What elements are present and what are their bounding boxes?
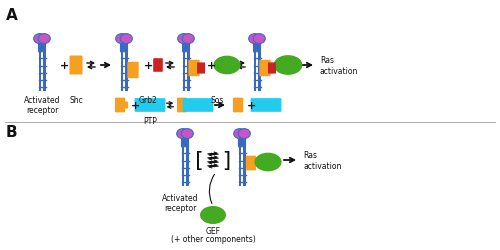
Bar: [182, 52, 185, 92]
Ellipse shape: [274, 56, 302, 76]
Text: Activated
receptor: Activated receptor: [162, 193, 198, 212]
Ellipse shape: [248, 34, 261, 44]
Bar: [253, 37, 261, 42]
FancyBboxPatch shape: [70, 56, 82, 75]
FancyBboxPatch shape: [134, 99, 166, 112]
FancyBboxPatch shape: [153, 59, 163, 72]
Text: +: +: [130, 100, 140, 110]
Text: A: A: [6, 8, 18, 23]
Bar: [125, 52, 128, 92]
FancyBboxPatch shape: [128, 62, 138, 79]
Text: Ras
activation: Ras activation: [320, 56, 358, 76]
Ellipse shape: [34, 34, 46, 44]
FancyBboxPatch shape: [177, 98, 187, 113]
Bar: [38, 52, 41, 92]
Text: +: +: [246, 100, 256, 110]
FancyBboxPatch shape: [250, 99, 282, 112]
Ellipse shape: [120, 34, 132, 44]
Text: PTP: PTP: [143, 116, 157, 126]
Text: +: +: [208, 61, 216, 71]
Bar: [254, 52, 256, 92]
Bar: [238, 131, 246, 137]
Bar: [181, 131, 189, 137]
Text: [: [: [192, 150, 205, 170]
Bar: [243, 146, 246, 186]
Ellipse shape: [116, 34, 128, 44]
Bar: [38, 37, 46, 42]
Bar: [120, 37, 128, 42]
Text: Shc: Shc: [69, 96, 83, 104]
Ellipse shape: [254, 153, 281, 172]
Bar: [238, 146, 241, 186]
Ellipse shape: [178, 34, 190, 44]
Text: +: +: [60, 61, 68, 71]
Text: +: +: [144, 61, 152, 71]
Text: Grb2: Grb2: [138, 96, 158, 104]
FancyBboxPatch shape: [182, 99, 214, 112]
FancyBboxPatch shape: [123, 102, 128, 109]
Ellipse shape: [238, 129, 250, 139]
Text: GEF: GEF: [206, 226, 220, 235]
FancyBboxPatch shape: [260, 60, 270, 77]
Bar: [187, 52, 190, 92]
Text: Ras
activation: Ras activation: [303, 151, 342, 170]
Ellipse shape: [38, 34, 50, 44]
Text: (+ other components): (+ other components): [170, 234, 256, 243]
Ellipse shape: [234, 129, 246, 139]
FancyBboxPatch shape: [197, 63, 205, 74]
Ellipse shape: [214, 56, 240, 75]
FancyBboxPatch shape: [115, 98, 125, 113]
FancyBboxPatch shape: [233, 98, 243, 113]
FancyBboxPatch shape: [246, 156, 256, 171]
Text: B: B: [6, 124, 18, 140]
Bar: [43, 52, 46, 92]
Bar: [186, 146, 188, 186]
Bar: [120, 52, 123, 92]
Ellipse shape: [200, 206, 226, 224]
Bar: [182, 146, 184, 186]
FancyBboxPatch shape: [268, 63, 276, 74]
Ellipse shape: [176, 129, 189, 139]
Text: ]: ]: [220, 150, 234, 170]
Ellipse shape: [182, 34, 194, 44]
Ellipse shape: [181, 129, 194, 139]
Text: Sos: Sos: [210, 96, 224, 104]
Bar: [182, 37, 190, 42]
Ellipse shape: [253, 34, 266, 44]
Bar: [258, 52, 260, 92]
FancyBboxPatch shape: [188, 60, 200, 77]
Text: Activated
receptor: Activated receptor: [24, 96, 60, 115]
